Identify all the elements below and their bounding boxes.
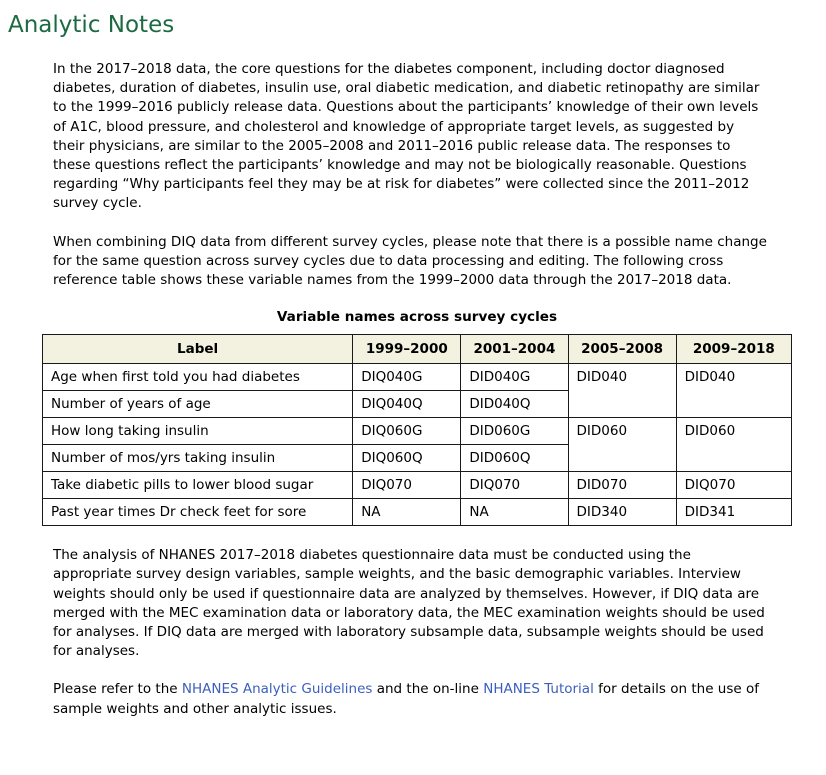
cell-2001-2004: DID040Q [460, 390, 569, 419]
table-row: Number of mos/yrs taking insulin DIQ060Q… [41, 444, 792, 473]
references-text-post: for details on the use of sample weights… [53, 681, 759, 717]
cell-label: Age when first told you had diabetes [41, 363, 354, 392]
variable-names-table: Label 1999–2000 2001–2004 2005–2008 2009… [41, 334, 793, 527]
cell-2005-2008: DID040 [567, 363, 677, 419]
cell-2009-2018: DIQ070 [675, 471, 793, 500]
cell-2005-2008: DID070 [567, 471, 677, 500]
cell-1999-2000: DIQ040Q [352, 390, 462, 419]
references-text-pre: Please refer to the [53, 681, 182, 698]
cell-label: Take diabetic pills to lower blood sugar [41, 471, 354, 500]
cell-label: How long taking insulin [41, 417, 354, 446]
cell-2005-2008: DID340 [567, 498, 677, 527]
column-header-label: Label [41, 334, 354, 365]
cell-1999-2000: DIQ060G [352, 417, 462, 446]
cell-2009-2018: DID341 [675, 498, 793, 527]
cell-2001-2004: DIQ070 [460, 471, 569, 500]
column-header-1999-2000: 1999–2000 [352, 334, 462, 365]
paragraph-core-questions: In the 2017–2018 data, the core question… [53, 61, 760, 212]
intro-text-block: In the 2017–2018 data, the core question… [53, 60, 767, 290]
cell-2005-2008: DID060 [567, 417, 677, 473]
column-header-2009-2018: 2009–2018 [675, 334, 793, 365]
cell-2001-2004: DID060G [460, 417, 569, 446]
cell-1999-2000: DIQ070 [352, 471, 462, 500]
cell-2001-2004: DID060Q [460, 444, 569, 473]
cell-2001-2004: NA [460, 498, 569, 527]
references-text-mid: and the on-line [372, 681, 484, 698]
cell-label: Past year times Dr check feet for sore [41, 498, 354, 527]
table-row: Number of years of age DIQ040Q DID040Q [41, 390, 792, 419]
paragraph-name-change: When combining DIQ data from different s… [53, 233, 767, 289]
column-header-2005-2008: 2005–2008 [567, 334, 677, 365]
cell-2001-2004: DID040G [460, 363, 569, 392]
table-header-row: Label 1999–2000 2001–2004 2005–2008 2009… [41, 334, 793, 365]
analysis-text-block: The analysis of NHANES 2017–2018 diabete… [53, 546, 767, 719]
table-row: How long taking insulin DIQ060G DID060G … [41, 417, 793, 473]
cell-1999-2000: DIQ060Q [352, 444, 462, 473]
cell-1999-2000: DIQ040G [352, 363, 462, 392]
table-row: Age when first told you had diabetes DIQ… [41, 363, 793, 419]
cell-2009-2018: DID060 [675, 417, 793, 473]
column-header-2001-2004: 2001–2004 [460, 334, 569, 365]
table-row: Take diabetic pills to lower blood sugar… [41, 471, 793, 500]
table-row: Past year times Dr check feet for sore N… [41, 498, 793, 527]
page-title: Analytic Notes [8, 12, 175, 38]
cell-label: Number of years of age [41, 390, 354, 419]
cell-2009-2018: DID040 [675, 363, 793, 419]
analytic-guidelines-link[interactable]: NHANES Analytic Guidelines [181, 681, 373, 698]
paragraph-references: Please refer to the NHANES Analytic Guid… [53, 680, 767, 718]
variable-names-section: Variable names across survey cycles Labe… [41, 309, 793, 527]
table-title: Variable names across survey cycles [276, 309, 558, 326]
paragraph-analysis-weights: The analysis of NHANES 2017–2018 diabete… [53, 547, 765, 660]
nhanes-tutorial-link[interactable]: NHANES Tutorial [483, 681, 594, 698]
cell-label: Number of mos/yrs taking insulin [41, 444, 354, 473]
cell-1999-2000: NA [352, 498, 462, 527]
